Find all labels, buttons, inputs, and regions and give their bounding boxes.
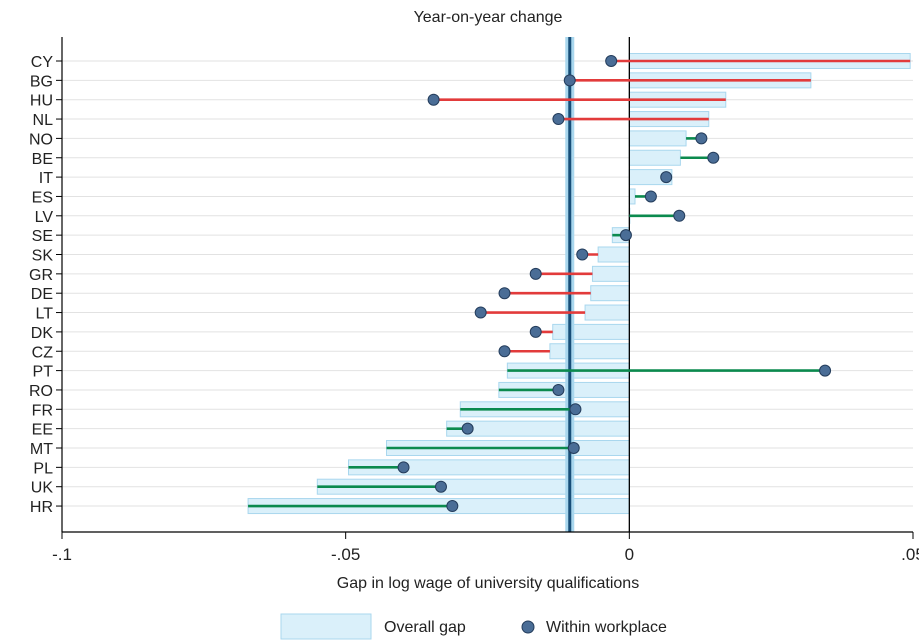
y-tick-label-DE: DE <box>31 286 53 303</box>
legend-within-workplace-marker <box>521 620 535 634</box>
point-SK <box>576 248 589 261</box>
point-CY <box>605 55 618 67</box>
bar-EE <box>446 420 630 437</box>
point-GR <box>529 267 542 280</box>
point-SE <box>619 229 632 242</box>
legend-overall-gap-swatch <box>280 613 372 640</box>
point-DK <box>529 325 542 338</box>
point-CZ <box>498 345 511 358</box>
point-BG <box>563 74 576 87</box>
y-tick-label-MT: MT <box>30 441 53 458</box>
point-DE <box>498 287 511 300</box>
point-IT <box>660 171 673 184</box>
y-tick-label-LT: LT <box>36 306 54 323</box>
x-tick-label: .05 <box>901 545 919 564</box>
legend-within-workplace-label: Within workplace <box>546 619 667 636</box>
point-EE <box>461 422 474 435</box>
point-FR <box>569 403 582 416</box>
point-LT <box>474 306 487 319</box>
point-BE <box>707 151 720 164</box>
bar-BE <box>628 149 681 166</box>
x-tick-label: 0 <box>625 545 634 564</box>
y-tick-label-EE: EE <box>32 422 53 439</box>
bar-DK <box>552 323 630 340</box>
y-tick-label-GR: GR <box>29 267 53 284</box>
y-tick-label-RO: RO <box>29 383 53 400</box>
point-ES <box>644 190 657 203</box>
bar-CZ <box>549 343 630 360</box>
point-MT <box>567 442 580 454</box>
y-tick-label-PT: PT <box>33 364 54 381</box>
y-tick-label-IT: IT <box>39 170 53 187</box>
y-tick-label-FR: FR <box>32 402 53 419</box>
y-tick-label-HU: HU <box>30 93 53 110</box>
point-NO <box>695 132 708 145</box>
legend-overall-gap-label: Overall gap <box>384 619 466 636</box>
bar-ES <box>628 188 636 205</box>
y-tick-label-NL: NL <box>33 112 54 129</box>
y-tick-label-CZ: CZ <box>32 344 54 361</box>
y-tick-label-PL: PL <box>33 460 53 477</box>
bar-DE <box>590 285 630 302</box>
plot-area: CY BG HU NL NO BE IT ES LV SE SK GR DE LT DK CZ PT RO FR EE… <box>29 37 919 564</box>
y-tick-label-HR: HR <box>30 499 53 516</box>
chart-title: Year-on-year change <box>414 9 563 26</box>
y-tick-label-BE: BE <box>32 151 53 168</box>
bar-LT <box>584 304 630 321</box>
y-tick-label-BG: BG <box>30 73 53 90</box>
point-PL <box>397 461 410 474</box>
bar-NO <box>628 130 687 147</box>
point-NL <box>552 113 565 126</box>
legend: Overall gap Within workplace <box>280 613 667 640</box>
y-tick-label-NO: NO <box>29 131 53 148</box>
y-tick-label-ES: ES <box>32 189 53 206</box>
point-HU <box>427 93 440 106</box>
point-PT <box>819 364 832 377</box>
point-RO <box>552 383 565 396</box>
x-axis-title: Gap in log wage of university qualificat… <box>337 575 639 592</box>
point-UK <box>434 480 447 493</box>
bar-GR <box>591 265 630 282</box>
y-tick-label-DK: DK <box>31 325 54 342</box>
bar-SK <box>597 246 630 263</box>
y-tick-label-SE: SE <box>32 228 53 245</box>
y-tick-label-LV: LV <box>35 209 54 226</box>
y-tick-label-CY: CY <box>31 54 54 71</box>
y-tick-label-SK: SK <box>32 248 54 265</box>
point-HR <box>446 500 459 513</box>
y-tick-label-UK: UK <box>31 480 54 497</box>
x-tick-label: -.05 <box>331 545 360 564</box>
x-tick-label: -.1 <box>52 545 72 564</box>
point-LV <box>673 209 686 222</box>
